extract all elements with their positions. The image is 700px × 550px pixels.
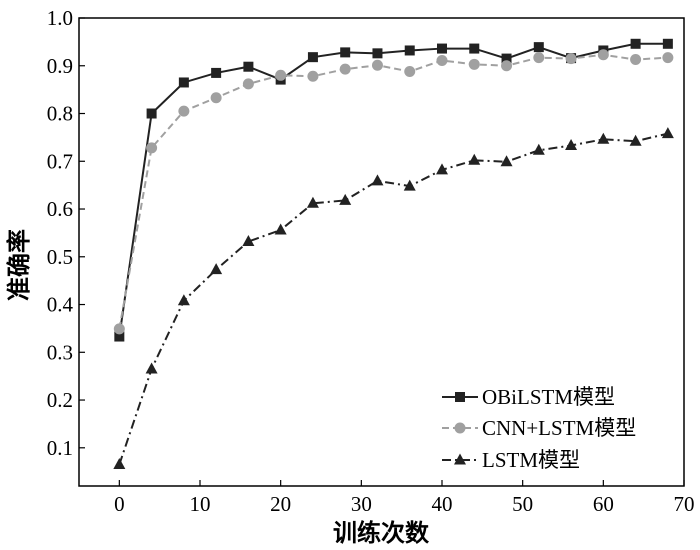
data-point	[146, 142, 158, 154]
data-point	[404, 45, 415, 56]
data-point	[307, 52, 318, 63]
legend-item: OBiLSTM模型	[442, 385, 615, 409]
data-point	[146, 108, 157, 119]
data-point	[372, 48, 383, 59]
y-axis: 0.1 0.2 0.3 0.4 0.5 0.6 0.7 0.8 0.9 1.0	[47, 6, 85, 460]
data-point	[662, 52, 674, 64]
data-point	[630, 54, 642, 66]
data-point	[211, 67, 222, 78]
data-point	[629, 134, 642, 146]
data-point	[340, 47, 351, 58]
data-point	[500, 155, 513, 167]
y-tick-label: 1.0	[47, 6, 73, 30]
y-tick-label: 0.8	[47, 102, 73, 126]
data-point	[113, 458, 126, 470]
data-point	[114, 331, 125, 342]
data-point	[437, 43, 447, 54]
data-point	[307, 70, 319, 82]
data-point	[533, 42, 544, 53]
data-point	[177, 294, 190, 306]
data-point	[469, 43, 480, 54]
data-point	[145, 362, 158, 374]
series-line	[118, 132, 669, 465]
series-2	[113, 49, 674, 335]
y-tick-label: 0.4	[47, 293, 74, 317]
legend-marker	[454, 453, 466, 465]
y-tick-label: 0.7	[47, 149, 73, 173]
data-point	[468, 153, 481, 165]
y-axis-title: 准确率	[5, 229, 33, 301]
series-3	[113, 127, 674, 470]
x-tick-label: 50	[512, 492, 533, 516]
y-tick-label: 0.6	[47, 197, 73, 221]
data-point	[371, 174, 384, 186]
plot-border	[78, 17, 685, 487]
data-point	[243, 61, 254, 72]
x-tick-label: 30	[351, 492, 372, 516]
data-point	[113, 323, 125, 335]
y-tick-label: 0.9	[47, 54, 73, 78]
legend-label: OBiLSTM模型	[482, 385, 615, 409]
data-point	[436, 55, 448, 67]
x-axis-title: 训练次数	[333, 519, 430, 547]
data-point	[662, 38, 673, 49]
legend-label: LSTM模型	[482, 448, 580, 472]
data-point	[210, 92, 222, 104]
legend: OBiLSTM模型 CNN+LSTM模型 LSTM模型	[442, 385, 636, 472]
data-point	[501, 53, 512, 64]
x-tick-label: 20	[270, 492, 291, 516]
data-point	[468, 58, 480, 70]
data-point	[371, 59, 383, 71]
data-point	[306, 196, 319, 208]
y-tick-label: 0.5	[47, 245, 73, 269]
data-point	[436, 163, 448, 175]
plot-frame	[78, 17, 685, 487]
legend-marker	[454, 422, 466, 434]
data-point	[210, 263, 223, 275]
data-point	[274, 223, 287, 235]
data-point	[533, 52, 545, 64]
data-point	[178, 105, 190, 117]
data-point	[661, 127, 674, 139]
series-layer	[113, 38, 674, 470]
data-point	[404, 65, 416, 77]
x-axis: 0 10 20 30 40 50 60 70	[114, 480, 695, 516]
y-tick-label: 0.2	[47, 388, 73, 412]
x-tick-label: 60	[593, 492, 614, 516]
data-point	[339, 193, 352, 205]
legend-label: CNN+LSTM模型	[482, 416, 636, 440]
data-point	[178, 77, 189, 88]
data-point	[339, 63, 351, 75]
data-point	[501, 60, 513, 72]
data-point	[403, 179, 416, 191]
legend-marker	[455, 392, 465, 402]
data-point	[565, 53, 577, 65]
data-point	[275, 69, 287, 81]
x-tick-label: 0	[114, 492, 125, 516]
data-point	[597, 132, 610, 144]
data-point	[532, 143, 545, 155]
x-tick-label: 10	[190, 492, 211, 516]
x-tick-label: 40	[432, 492, 453, 516]
data-point	[630, 38, 641, 49]
legend-item: LSTM模型	[442, 448, 580, 472]
series-1	[114, 38, 673, 342]
data-point	[565, 139, 578, 151]
data-point	[242, 78, 254, 90]
legend-item: CNN+LSTM模型	[442, 416, 636, 440]
data-point	[597, 49, 609, 61]
series-line	[118, 42, 668, 337]
data-point	[242, 234, 255, 246]
y-tick-label: 0.1	[47, 436, 73, 460]
x-tick-label: 70	[674, 492, 695, 516]
series-line	[118, 53, 668, 330]
y-tick-label: 0.3	[47, 340, 73, 364]
